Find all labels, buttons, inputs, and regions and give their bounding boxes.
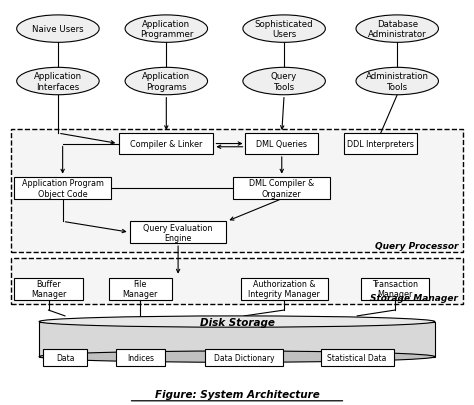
- FancyBboxPatch shape: [240, 278, 328, 300]
- Text: DDL Interpreters: DDL Interpreters: [347, 140, 414, 149]
- Text: Data Dictionary: Data Dictionary: [214, 353, 274, 362]
- Text: File
Manager: File Manager: [123, 279, 158, 298]
- Ellipse shape: [356, 16, 438, 43]
- Text: Statistical Data: Statistical Data: [328, 353, 387, 362]
- Text: Storage Manager: Storage Manager: [371, 293, 458, 302]
- Ellipse shape: [356, 68, 438, 96]
- Text: Sophisticated
Users: Sophisticated Users: [255, 20, 313, 39]
- FancyBboxPatch shape: [39, 322, 435, 357]
- Text: Buffer
Manager: Buffer Manager: [31, 279, 66, 298]
- Text: Application
Programs: Application Programs: [142, 72, 191, 92]
- Text: Transaction
Manager: Transaction Manager: [372, 279, 418, 298]
- Text: Query Processor: Query Processor: [375, 242, 458, 251]
- Text: Figure: System Architecture: Figure: System Architecture: [155, 388, 319, 399]
- FancyBboxPatch shape: [14, 177, 111, 200]
- Text: Compiler & Linker: Compiler & Linker: [130, 140, 202, 149]
- Text: Database
Administrator: Database Administrator: [368, 20, 427, 39]
- FancyBboxPatch shape: [14, 278, 82, 300]
- Text: Query
Tools: Query Tools: [271, 72, 297, 92]
- FancyBboxPatch shape: [119, 134, 213, 155]
- Text: Authorization &
Integrity Manager: Authorization & Integrity Manager: [248, 279, 320, 298]
- FancyBboxPatch shape: [130, 222, 227, 244]
- Ellipse shape: [39, 316, 435, 327]
- FancyBboxPatch shape: [234, 177, 330, 200]
- FancyBboxPatch shape: [109, 278, 172, 300]
- FancyBboxPatch shape: [11, 259, 463, 304]
- Ellipse shape: [243, 16, 325, 43]
- FancyBboxPatch shape: [245, 134, 318, 155]
- FancyBboxPatch shape: [205, 349, 283, 366]
- FancyBboxPatch shape: [361, 278, 429, 300]
- Text: Application
Programmer: Application Programmer: [140, 20, 193, 39]
- Text: Query Evaluation
Engine: Query Evaluation Engine: [144, 223, 213, 242]
- Text: Naive Users: Naive Users: [32, 25, 84, 34]
- Ellipse shape: [39, 351, 435, 362]
- Ellipse shape: [17, 68, 99, 96]
- Ellipse shape: [243, 68, 325, 96]
- FancyBboxPatch shape: [344, 134, 417, 155]
- Ellipse shape: [125, 68, 208, 96]
- FancyBboxPatch shape: [116, 349, 165, 366]
- Text: Data: Data: [56, 353, 74, 362]
- Ellipse shape: [125, 16, 208, 43]
- FancyBboxPatch shape: [11, 130, 463, 253]
- FancyBboxPatch shape: [43, 349, 87, 366]
- Text: DML Queries: DML Queries: [256, 140, 307, 149]
- Text: Application
Interfaces: Application Interfaces: [34, 72, 82, 92]
- Text: Administration
Tools: Administration Tools: [366, 72, 428, 92]
- Text: Indices: Indices: [127, 353, 154, 362]
- Text: Application Program
Object Code: Application Program Object Code: [22, 179, 104, 198]
- Ellipse shape: [17, 16, 99, 43]
- Text: Disk Storage: Disk Storage: [200, 317, 274, 327]
- Text: DML Compiler &
Organizer: DML Compiler & Organizer: [249, 179, 314, 198]
- FancyBboxPatch shape: [320, 349, 394, 366]
